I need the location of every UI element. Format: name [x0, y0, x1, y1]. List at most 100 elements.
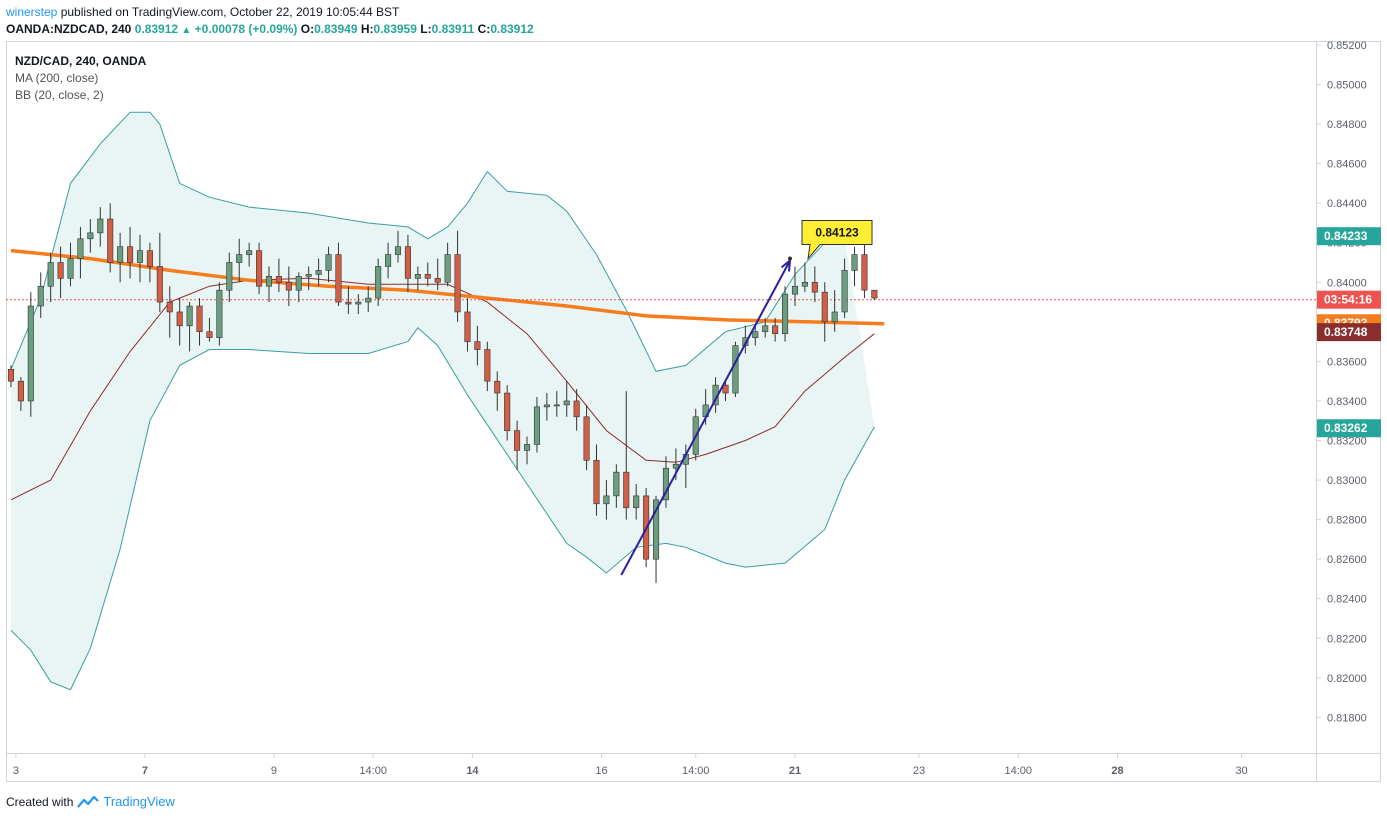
candle-body-down: [17, 380, 24, 402]
time-axis[interactable]: 3 7 9 14:00 14 16 14:00 21 23 14:00 28 30: [13, 753, 1248, 777]
candle-body-up: [394, 246, 402, 255]
candle-body-up: [385, 254, 392, 267]
open-value: 0.83949: [314, 22, 358, 36]
candle-body-up: [226, 262, 233, 291]
candle: [851, 246, 858, 287]
low-label: L:: [420, 22, 432, 36]
legend-ma[interactable]: MA (200, close): [15, 71, 99, 85]
high-label: H:: [360, 22, 374, 36]
candle: [385, 242, 392, 279]
high-value: 0.83959: [373, 22, 417, 36]
price-chart[interactable]: 0.84123 0.85200 0.85000 0.84800 0.84600 0.84…: [6, 41, 1381, 782]
candle-body-up: [782, 293, 789, 335]
published-text: published on TradingView.com, October 22…: [60, 5, 400, 19]
candle: [7, 365, 14, 388]
legend-bb[interactable]: BB (20, close, 2): [15, 88, 104, 102]
candle: [295, 272, 302, 303]
bb-fill-area: [11, 112, 875, 690]
y-tick-label: 0.82400: [1327, 594, 1367, 606]
candle-body-up: [97, 218, 104, 234]
candle-body-down: [454, 254, 461, 313]
candle: [355, 294, 362, 314]
candle-body-down: [57, 262, 64, 279]
candle: [573, 389, 580, 431]
candle: [27, 292, 34, 417]
candle: [216, 282, 223, 346]
candle: [434, 258, 441, 291]
price-axis-badge-bg: [1317, 227, 1381, 246]
candle: [236, 238, 243, 283]
legend-symbol: NZD/CAD, 240, OANDA: [15, 54, 147, 68]
candle-body-down: [275, 276, 282, 283]
price-callout[interactable]: [801, 220, 873, 261]
candle-body-down: [474, 341, 481, 350]
candle: [871, 289, 878, 301]
candle: [494, 371, 501, 411]
candle-body-up: [236, 254, 243, 263]
candle-body-up: [136, 250, 144, 263]
candle: [523, 436, 531, 465]
candle-body-up: [662, 467, 669, 501]
candle-body-down: [166, 301, 173, 313]
y-tick-label: 0.84400: [1327, 198, 1367, 210]
candle-body-up: [315, 270, 322, 275]
candle-body-up: [543, 404, 550, 408]
candle-body-up: [265, 276, 273, 287]
candle-body-up: [216, 289, 223, 338]
candle-body-down: [256, 250, 263, 287]
y-tick-label: 0.84800: [1327, 119, 1367, 131]
candle: [782, 286, 789, 342]
price-axis-badge-text: 0.83262: [1324, 421, 1368, 435]
candle-body-up: [87, 232, 94, 240]
candle: [543, 393, 550, 421]
candle-body-down: [127, 246, 134, 263]
candle: [603, 480, 610, 520]
change-value: +0.00078 (+0.09%): [194, 22, 298, 36]
price-axis-badge-bg: [1317, 323, 1381, 342]
candle: [146, 242, 153, 283]
candle-body-down: [206, 331, 213, 338]
up-arrow-icon: ▲: [181, 25, 192, 36]
tradingview-brand[interactable]: TradingView: [103, 794, 175, 809]
candle-body-down: [335, 254, 342, 303]
candle: [156, 232, 163, 312]
candle-body-up: [603, 495, 610, 505]
y-tick-label: 0.84000: [1327, 277, 1367, 289]
candle: [533, 397, 540, 453]
candle-body-down: [434, 278, 441, 283]
candle: [87, 219, 94, 253]
candle-body-up: [27, 305, 34, 402]
candle: [772, 317, 779, 342]
candle-body-down: [504, 392, 511, 431]
candle: [801, 262, 808, 293]
last-price: 0.83912: [134, 22, 179, 36]
trend-arrow-line[interactable]: [620, 260, 791, 576]
created-with-text: Created with: [6, 794, 74, 809]
candle-body-up: [563, 400, 570, 406]
candle-body-up: [295, 276, 302, 291]
candle: [593, 444, 600, 516]
candle: [811, 266, 818, 303]
price-axis[interactable]: 0.85200 0.85000 0.84800 0.84600 0.84400 0.842…: [1316, 41, 1381, 724]
y-tick-label: 0.81800: [1327, 712, 1367, 724]
candle-body-up: [375, 266, 382, 299]
candle-body-down: [821, 291, 828, 323]
candle: [47, 252, 54, 303]
candle: [454, 230, 461, 322]
candle: [424, 262, 431, 287]
x-tick-label: 21: [789, 765, 801, 777]
author-link[interactable]: winerstep: [6, 5, 58, 19]
x-tick-label: 9: [271, 765, 277, 777]
price-axis-badge-text: 0.83748: [1324, 325, 1368, 339]
candle: [275, 258, 282, 293]
candle: [206, 317, 213, 342]
candle-body-down: [583, 416, 590, 461]
candle: [414, 266, 421, 291]
candle-body-up: [186, 305, 193, 327]
candle: [335, 242, 342, 307]
candle-body-down: [404, 246, 411, 279]
bb-upper-line: [10, 111, 845, 372]
candle-body-down: [196, 305, 203, 333]
candle-body-down: [484, 349, 491, 382]
x-tick-label: 30: [1235, 765, 1247, 777]
